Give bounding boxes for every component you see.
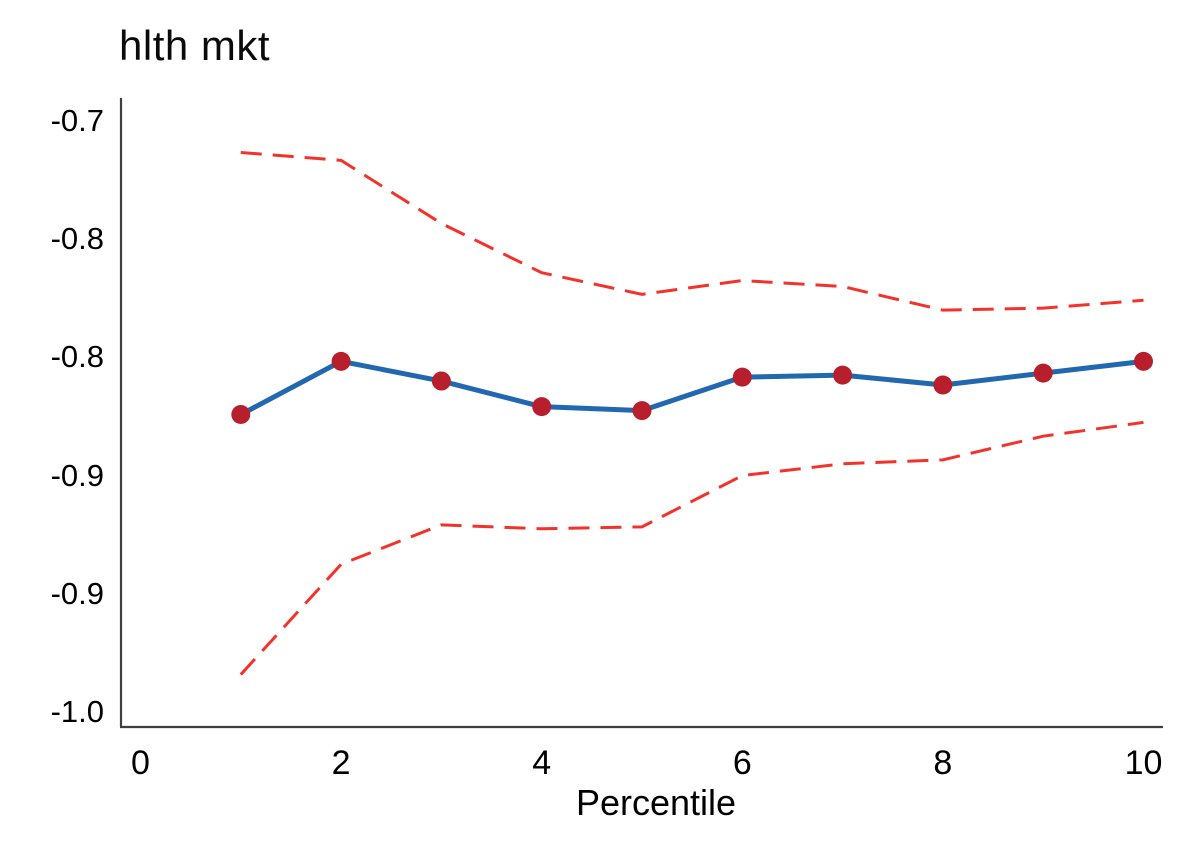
data-point-marker <box>231 405 251 425</box>
chart-title: hlth mkt <box>119 22 271 69</box>
x-tick-label: 10 <box>1124 744 1163 782</box>
y-tick-label: -0.8 <box>50 339 104 375</box>
x-tick-label: 4 <box>532 744 552 782</box>
x-axis-title: Percentile <box>575 782 737 823</box>
y-tick-label: -0.9 <box>50 575 104 611</box>
data-point-marker <box>431 371 451 391</box>
estimate-line <box>238 358 1146 418</box>
y-tick-label: -0.7 <box>50 103 104 138</box>
x-tick-label: 8 <box>933 744 953 782</box>
data-point-marker <box>833 365 853 385</box>
y-tick-label: -1.0 <box>50 694 104 729</box>
data-point-marker <box>1134 351 1153 371</box>
x-tick-label: 2 <box>331 744 351 782</box>
x-tick-label: 0 <box>131 744 150 782</box>
axis-lines <box>119 98 1163 729</box>
data-point-marker <box>732 367 752 387</box>
y-tick-label: -0.8 <box>50 221 104 257</box>
data-point-marker <box>331 351 351 371</box>
upper-ci-line <box>240 151 1144 312</box>
x-tick-label: 6 <box>732 744 752 782</box>
data-point-marker <box>1033 363 1053 383</box>
data-point-marker <box>532 397 552 417</box>
lower-ci-line <box>239 420 1144 676</box>
data-point-marker <box>632 401 652 421</box>
y-tick-label: -0.9 <box>50 457 104 493</box>
data-point-marker <box>933 375 953 395</box>
